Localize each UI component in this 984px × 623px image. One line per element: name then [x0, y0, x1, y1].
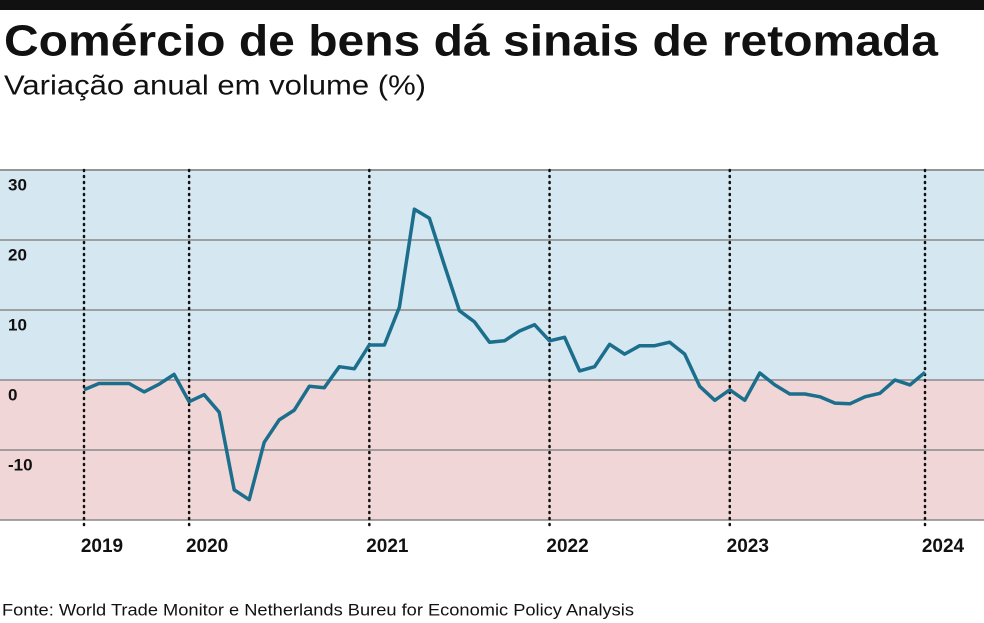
- series-line: [83, 207, 927, 502]
- x-tick-label: 2022: [546, 536, 588, 557]
- y-tick-label: 30: [8, 175, 27, 194]
- chart-title: Comércio de bens dá sinais de retomada: [4, 17, 939, 66]
- x-tick-label: 2019: [81, 536, 123, 557]
- y-tick-label: -10: [8, 455, 33, 474]
- x-tick-label: 2020: [186, 536, 228, 557]
- y-tick-label: 20: [8, 245, 27, 264]
- source-note: Fonte: World Trade Monitor e Netherlands…: [2, 600, 634, 619]
- chart-subtitle: Variação anual em volume (%): [4, 69, 426, 100]
- y-tick-label: 10: [8, 315, 27, 334]
- top-bar: [0, 0, 984, 10]
- y-tick-label: 0: [8, 385, 17, 404]
- x-tick-label: 2021: [366, 536, 409, 557]
- x-tick-label: 2023: [727, 536, 769, 557]
- x-tick-label: 2024: [922, 536, 965, 557]
- positive-band: [0, 170, 984, 380]
